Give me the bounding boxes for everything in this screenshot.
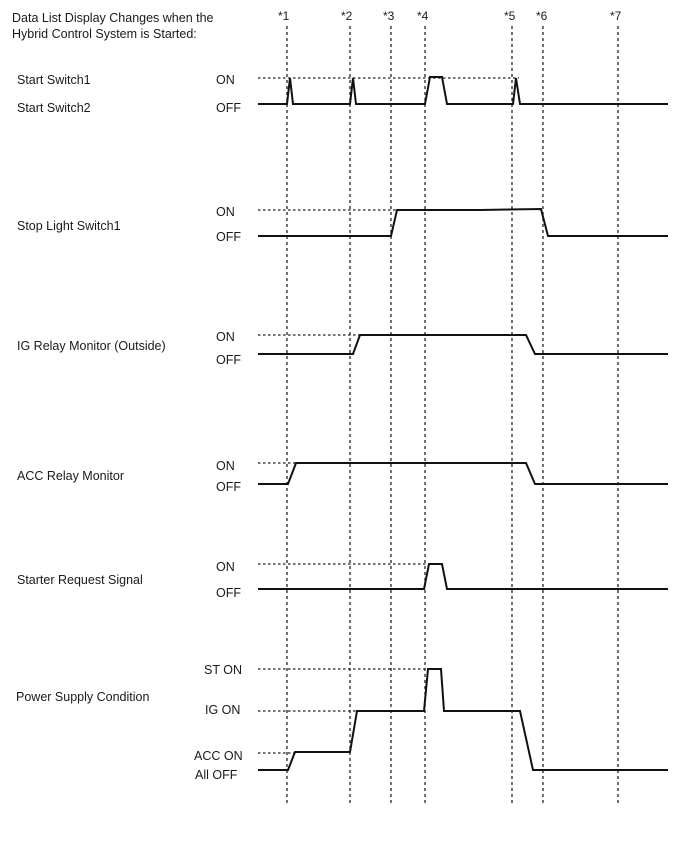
start-switch-waveform xyxy=(258,76,668,105)
diagram-title-line-2: Hybrid Control System is Started: xyxy=(12,27,197,41)
signal-label: Start Switch2 xyxy=(17,101,91,115)
time-markers: *1 *2 *3 *4 *5 *6 *7 xyxy=(278,9,622,23)
signal-label: ACC Relay Monitor xyxy=(17,469,124,483)
level-label: OFF xyxy=(216,230,241,244)
row-power-supply-condition: Power Supply Condition ST ON IG ON ACC O… xyxy=(16,663,668,782)
level-label: ON xyxy=(216,560,235,574)
level-label: All OFF xyxy=(195,768,238,782)
level-label: ACC ON xyxy=(194,749,243,763)
level-label: OFF xyxy=(216,586,241,600)
row-stop-light-switch: Stop Light Switch1 ON OFF xyxy=(17,205,668,244)
time-marker-1: *1 xyxy=(278,9,290,23)
time-marker-2: *2 xyxy=(341,9,353,23)
row-ig-relay-monitor: IG Relay Monitor (Outside) ON OFF xyxy=(17,330,668,367)
level-label: ST ON xyxy=(204,663,242,677)
row-starter-request-signal: Starter Request Signal ON OFF xyxy=(17,560,668,600)
level-label: OFF xyxy=(216,353,241,367)
row-start-switch: Start Switch1 Start Switch2 ON OFF xyxy=(17,73,668,115)
level-label: ON xyxy=(216,73,235,87)
level-label: OFF xyxy=(216,480,241,494)
diagram-title-line-1: Data List Display Changes when the xyxy=(12,11,214,25)
signal-label: Stop Light Switch1 xyxy=(17,219,121,233)
level-label: ON xyxy=(216,330,235,344)
signal-label: Starter Request Signal xyxy=(17,573,143,587)
level-label: ON xyxy=(216,459,235,473)
signal-label: IG Relay Monitor (Outside) xyxy=(17,339,166,353)
time-marker-4: *4 xyxy=(417,9,429,23)
stop-light-switch-waveform xyxy=(258,207,668,237)
time-marker-3: *3 xyxy=(383,9,395,23)
row-acc-relay-monitor: ACC Relay Monitor ON OFF xyxy=(17,459,668,494)
signal-label: Power Supply Condition xyxy=(16,690,149,704)
signal-label: Start Switch1 xyxy=(17,73,91,87)
ig-relay-monitor-waveform xyxy=(258,334,668,355)
acc-relay-monitor-waveform xyxy=(258,462,668,485)
starter-request-signal-waveform xyxy=(258,563,668,590)
level-label: OFF xyxy=(216,101,241,115)
time-marker-7: *7 xyxy=(610,9,622,23)
power-supply-condition-waveform xyxy=(258,668,668,771)
level-label: ON xyxy=(216,205,235,219)
time-marker-6: *6 xyxy=(536,9,548,23)
time-marker-5: *5 xyxy=(504,9,516,23)
time-gridlines xyxy=(286,26,619,806)
level-label: IG ON xyxy=(205,703,240,717)
